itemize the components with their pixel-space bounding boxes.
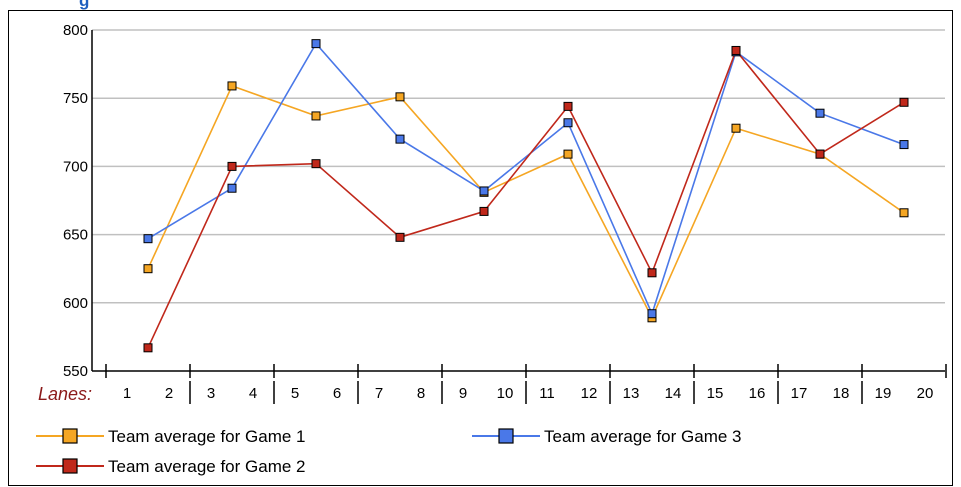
data-point-game2 [227, 161, 237, 171]
axes [91, 30, 947, 404]
data-point-game1 [227, 81, 237, 91]
x-tick-label: 19 [875, 385, 892, 402]
y-tick-label: 700 [63, 158, 88, 175]
legend-marker-game3 [498, 428, 514, 444]
x-tick-label: 9 [459, 385, 467, 402]
x-tick-label: 7 [375, 385, 383, 402]
x-tick-label: 11 [539, 385, 555, 402]
x-tick-label: 2 [165, 385, 173, 402]
series-line-game3 [147, 42, 905, 316]
y-tick-label: 750 [63, 90, 88, 107]
y-tick-label: 600 [63, 295, 88, 312]
y-tick-label: 550 [63, 363, 88, 380]
data-point-game1 [311, 111, 321, 121]
legend: Team average for Game 1 Team average for … [36, 427, 741, 476]
x-tick-label: 15 [707, 385, 724, 402]
series-layer [143, 39, 909, 353]
y-axis-tick-labels: 550 600 650 700 750 800 [63, 22, 88, 380]
chart-border [8, 10, 953, 486]
data-point-game2 [815, 149, 825, 159]
title-fragment: g [79, 0, 89, 10]
data-point-game3 [479, 186, 489, 196]
legend-marker-game2 [62, 458, 78, 474]
data-point-game2 [395, 232, 405, 242]
y-tick-label: 800 [63, 22, 88, 39]
x-tick-label: 10 [497, 385, 514, 402]
data-point-game2 [311, 159, 321, 169]
data-point-game1 [563, 149, 573, 159]
x-tick-label: 14 [665, 385, 682, 402]
data-point-game2 [899, 97, 909, 107]
x-tick-label: 3 [207, 385, 215, 402]
data-point-game2 [647, 268, 657, 278]
data-point-game2 [731, 45, 741, 55]
data-point-game3 [563, 118, 573, 128]
data-point-game1 [143, 264, 153, 274]
x-tick-label: 12 [581, 385, 598, 402]
data-point-game3 [899, 140, 909, 150]
data-point-game1 [731, 123, 741, 133]
data-point-game3 [815, 108, 825, 118]
legend-label: Team average for Game 3 [544, 427, 741, 446]
x-tick-label: 8 [417, 385, 425, 402]
data-point-game2 [479, 206, 489, 216]
x-tick-label: 4 [249, 385, 257, 402]
x-tick-label: 16 [749, 385, 766, 402]
data-point-game1 [899, 208, 909, 218]
x-tick-label: 6 [333, 385, 341, 402]
x-axis-label: Lanes: [38, 384, 92, 404]
x-tick-label: 5 [291, 385, 299, 402]
legend-marker-game1 [62, 428, 78, 444]
data-point-game3 [227, 183, 237, 193]
data-point-game3 [395, 134, 405, 144]
legend-label: Team average for Game 2 [108, 457, 305, 476]
data-point-game3 [143, 234, 153, 244]
x-tick-label: 18 [833, 385, 850, 402]
x-tick-label: 1 [123, 385, 131, 402]
x-axis-tick-labels: 1 2 3 4 5 6 7 8 9 10 11 12 13 14 15 16 17 18 19 20 [123, 385, 934, 402]
x-tick-label: 17 [791, 385, 808, 402]
y-tick-label: 650 [63, 227, 88, 244]
series-line-game1 [147, 84, 905, 320]
data-point-game2 [563, 101, 573, 111]
data-point-game3 [311, 39, 321, 49]
data-point-game3 [647, 309, 657, 319]
legend-label: Team average for Game 1 [108, 427, 305, 446]
x-tick-label: 20 [917, 385, 934, 402]
data-point-game1 [395, 92, 405, 102]
series-line-game2 [147, 48, 905, 349]
x-tick-label: 13 [623, 385, 640, 402]
data-point-game2 [143, 343, 153, 353]
